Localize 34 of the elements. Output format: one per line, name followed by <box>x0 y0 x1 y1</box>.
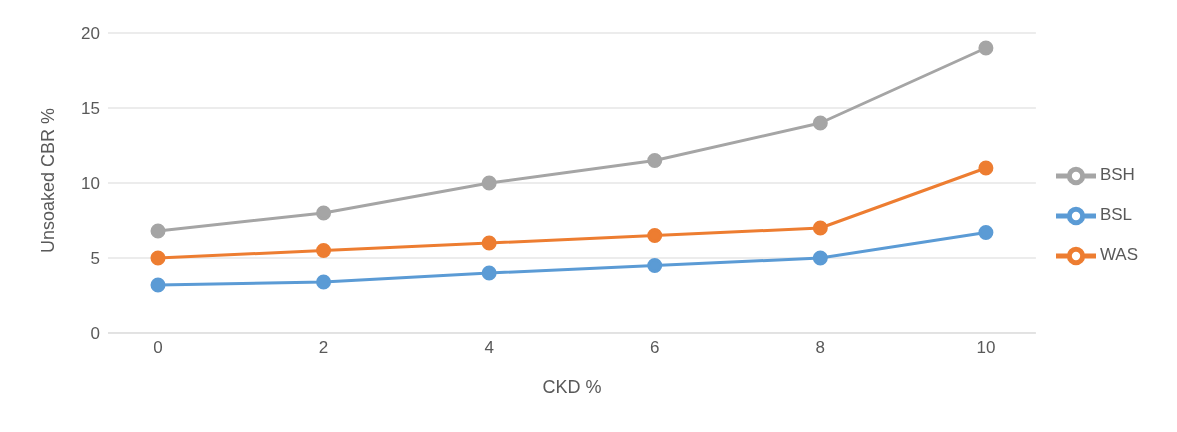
y-tick-label: 20 <box>81 24 100 44</box>
point <box>316 205 332 221</box>
point <box>647 258 663 273</box>
point <box>978 40 994 56</box>
x-tick-label: 4 <box>484 338 494 358</box>
point <box>150 250 166 266</box>
x-tick-label: 0 <box>153 338 163 358</box>
x-axis-title: CKD % <box>542 377 602 397</box>
point <box>978 225 994 240</box>
point <box>481 265 497 281</box>
point <box>978 160 994 176</box>
x-tick-label: 10 <box>976 338 996 358</box>
y-tick-label: 10 <box>81 174 100 194</box>
x-tick-label: 2 <box>318 338 329 358</box>
point <box>647 228 663 243</box>
point <box>812 250 828 266</box>
point <box>481 175 497 191</box>
y-axis-title: Unsoaked CBR % <box>38 107 59 253</box>
point <box>481 235 497 251</box>
point <box>150 277 166 293</box>
y-tick-label: 5 <box>90 249 100 269</box>
point <box>316 243 332 258</box>
legend-label: WAS <box>1099 244 1138 264</box>
y-tick-label: 0 <box>90 324 100 344</box>
x-tick-label: 6 <box>650 338 660 358</box>
y-tick-label: 15 <box>81 99 100 119</box>
legend-label: BSH <box>1099 164 1135 184</box>
point <box>150 223 166 239</box>
point <box>647 153 663 168</box>
point <box>316 274 332 290</box>
point <box>812 220 828 236</box>
legend-label: BSL <box>1099 204 1133 224</box>
point <box>812 115 828 131</box>
x-tick-label: 8 <box>815 338 826 358</box>
